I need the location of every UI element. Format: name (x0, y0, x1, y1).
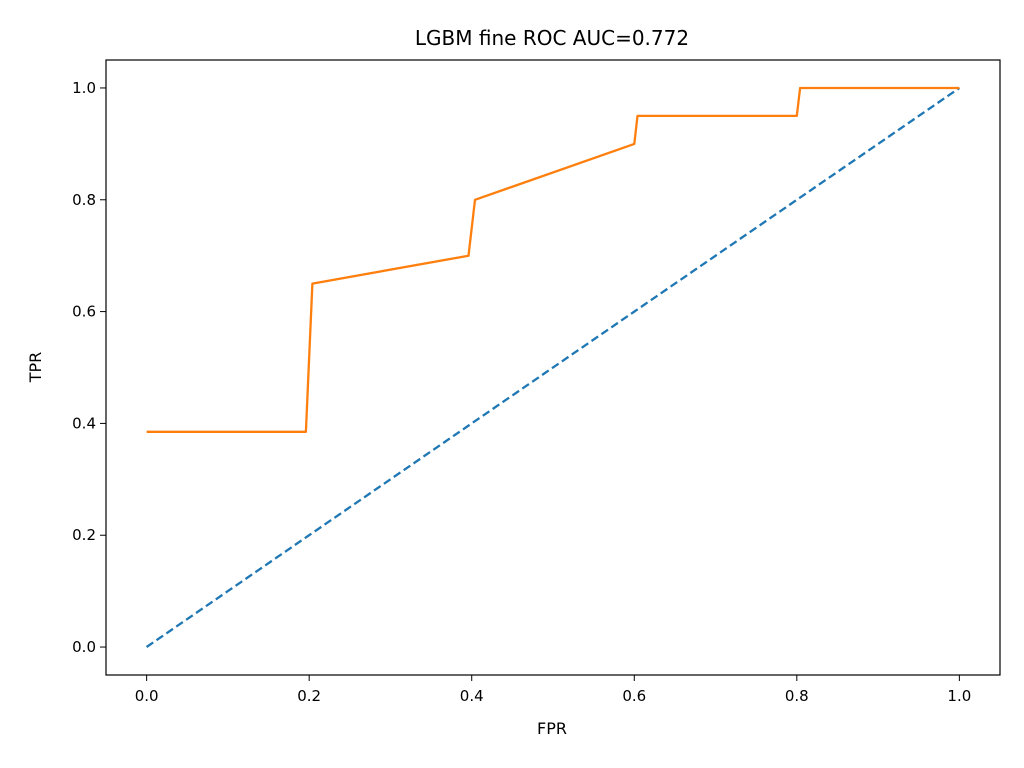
plot-area (145, 86, 961, 648)
x-tick-label: 0.4 (460, 687, 484, 705)
x-axis-label: FPR (537, 719, 567, 738)
y-tick-label: 0.4 (72, 414, 96, 432)
x-tick-label: 0.6 (622, 687, 646, 705)
x-axis: 0.0 0.2 0.4 0.6 0.8 1.0 (135, 675, 971, 705)
roc-curve (146, 86, 960, 433)
y-tick-label: 1.0 (72, 79, 96, 97)
y-tick-label: 0.0 (72, 638, 96, 656)
plot-frame (105, 59, 1001, 676)
y-tick-label: 0.2 (72, 526, 96, 544)
y-tick-label: 0.8 (72, 191, 96, 209)
x-tick-label: 0.8 (785, 687, 809, 705)
y-tick-label: 0.6 (72, 303, 96, 321)
y-axis: 0.0 0.2 0.4 0.6 0.8 1.0 (72, 79, 106, 656)
diagonal-reference-line (145, 87, 961, 648)
x-tick-label: 0.2 (297, 687, 321, 705)
y-axis-label: TPR (26, 352, 45, 384)
x-tick-label: 0.0 (135, 687, 159, 705)
x-tick-label: 1.0 (947, 687, 971, 705)
chart-title: LGBM fine ROC AUC=0.772 (415, 26, 689, 50)
